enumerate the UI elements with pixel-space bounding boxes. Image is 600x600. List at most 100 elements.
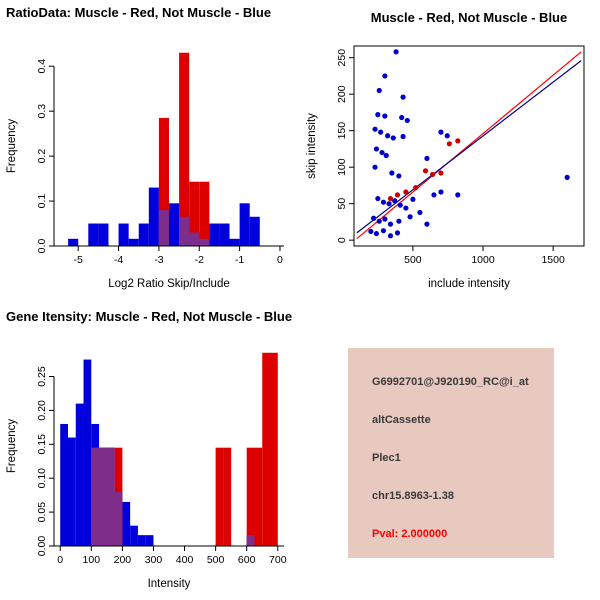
data-point — [387, 221, 394, 227]
data-point — [382, 113, 388, 119]
y-tick-label: 150 — [336, 122, 348, 140]
histogram-bar — [130, 525, 138, 546]
y-tick-label: 0.3 — [36, 104, 48, 119]
data-point — [383, 152, 389, 159]
data-point — [422, 168, 429, 174]
x-tick-label: 400 — [176, 554, 194, 566]
data-point — [564, 174, 570, 180]
data-point — [446, 141, 452, 147]
data-point — [394, 230, 401, 236]
data-point — [455, 192, 461, 198]
histogram-bar — [179, 52, 190, 246]
y-tick-label: 0.25 — [36, 366, 48, 387]
histogram-bar — [148, 187, 159, 246]
data-point — [400, 133, 406, 140]
data-point — [417, 209, 423, 216]
data-point — [396, 218, 402, 224]
x-tick-label: 700 — [269, 554, 287, 566]
data-point — [413, 185, 419, 191]
data-point — [431, 192, 437, 198]
histogram-bar — [262, 352, 271, 546]
plot-border — [353, 45, 585, 247]
data-point — [438, 170, 444, 176]
y-tick-label: 0.20 — [36, 400, 48, 421]
histogram-bar — [199, 181, 210, 246]
data-point — [407, 214, 413, 220]
histogram-bar — [254, 447, 263, 546]
data-point — [403, 189, 409, 195]
histogram-bar — [122, 501, 131, 546]
histogram-bar — [229, 238, 240, 246]
gene-intensity-histogram-chart: Gene Itensity: Muscle - Red, Not Muscle … — [6, 309, 292, 590]
histogram-bar — [83, 359, 92, 546]
data-point — [375, 195, 381, 202]
data-point — [380, 199, 387, 205]
y-tick-label: 0.4 — [36, 59, 48, 74]
histogram-bar — [88, 223, 99, 246]
x-tick-label: 100 — [83, 554, 101, 566]
histogram-bar — [106, 447, 115, 546]
data-point — [424, 221, 430, 227]
y-tick-label: 0.10 — [36, 468, 48, 489]
data-point — [382, 73, 388, 79]
data-point — [424, 155, 430, 162]
data-point — [444, 133, 450, 139]
x-tick-label: -3 — [154, 254, 163, 266]
locus-text: chr15.8963-1.38 — [372, 490, 454, 502]
gene-y-axis-label: Frequency — [6, 419, 18, 474]
histogram-bar — [199, 238, 210, 246]
y-tick-label: 0.05 — [36, 502, 48, 523]
data-point — [399, 114, 405, 121]
probe-id-text: G6992701@J920190_RC@i_at — [372, 376, 529, 388]
histogram-bar — [189, 232, 200, 246]
y-tick-label: 100 — [336, 158, 348, 176]
histogram-bar — [246, 447, 255, 546]
histogram-bar — [68, 238, 79, 246]
data-point — [387, 195, 394, 202]
histogram-bar — [219, 223, 230, 246]
x-tick-label: 0 — [57, 554, 63, 566]
scatter-plot-area: 500 1000 1500 0 50 100 150 200 250 — [336, 45, 585, 266]
x-tick-label: 500 — [404, 254, 422, 266]
data-point — [410, 196, 416, 202]
data-point — [429, 171, 436, 178]
data-point — [379, 149, 385, 156]
histogram-bar — [189, 181, 200, 246]
y-tick-label: 200 — [336, 85, 348, 103]
data-point — [376, 87, 382, 94]
gene-info-panel: G6992701@J920190_RC@i_at altCassette Ple… — [348, 348, 554, 558]
x-tick-label: 300 — [145, 554, 163, 566]
scatter-x-axis-label: include intensity — [428, 278, 510, 290]
histogram-bar — [270, 352, 278, 546]
data-point — [376, 218, 382, 224]
x-tick-label: 500 — [207, 554, 225, 566]
histogram-bar — [137, 535, 146, 546]
x-tick-label: -5 — [74, 254, 83, 266]
histogram-bar — [223, 447, 232, 546]
histogram-bar — [158, 117, 169, 246]
gene-histogram-plot-area: 0 100 200 300 400 500 600 700 0.00 0.05 0.10 0.15 0.… — [36, 352, 287, 566]
histogram-bar — [158, 210, 169, 246]
ratio-histogram-plot-area: -5 -4 -3 -2 -1 0 0.0 0.1 0.2 0.3 0.4 — [36, 52, 284, 266]
histogram-bar — [145, 535, 154, 546]
data-point — [397, 202, 403, 208]
x-tick-label: 200 — [114, 554, 132, 566]
gene-histogram-title: Gene Itensity: Muscle - Red, Not Muscle … — [6, 309, 292, 324]
data-point — [400, 94, 406, 100]
y-tick-label: 50 — [336, 198, 348, 210]
gene-name-text: Plec1 — [372, 452, 401, 464]
y-tick-label: 250 — [336, 49, 348, 67]
data-point — [373, 146, 380, 152]
data-point — [392, 198, 398, 204]
x-tick-label: -4 — [114, 254, 123, 266]
data-point — [403, 205, 409, 211]
histogram-bar — [118, 223, 129, 246]
y-tick-label: 0.0 — [36, 239, 48, 254]
scatter-title: Muscle - Red, Not Muscle - Blue — [371, 10, 567, 25]
data-point — [393, 49, 399, 55]
data-point — [375, 112, 381, 118]
histogram-bar — [128, 238, 139, 246]
histogram-bar — [179, 216, 190, 246]
y-tick-label: 0 — [336, 237, 348, 243]
